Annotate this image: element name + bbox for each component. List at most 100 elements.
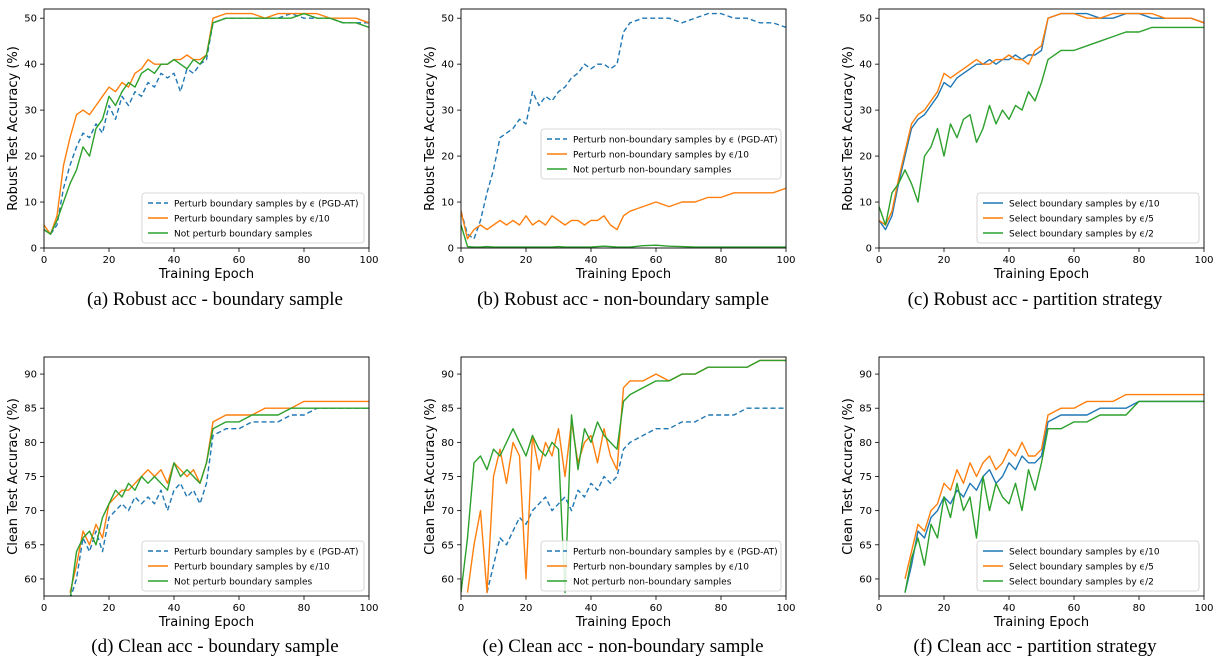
plot-area	[44, 12, 369, 235]
series-line-0	[486, 407, 786, 593]
y-tick-label: 10	[441, 198, 454, 209]
y-tick-label: 85	[441, 404, 454, 415]
series-line-1	[904, 393, 1204, 580]
y-tick-label: 90	[24, 370, 37, 381]
x-tick-label: 20	[520, 255, 533, 266]
series-line-0	[44, 12, 369, 235]
x-axis-label: Training Epoch	[993, 267, 1089, 282]
y-tick-label: 30	[441, 106, 454, 117]
x-tick-label: 0	[876, 603, 882, 614]
x-tick-label: 80	[298, 255, 311, 266]
y-tick-label: 75	[24, 472, 37, 483]
y-tick-label: 50	[441, 14, 454, 25]
y-tick-label: 75	[859, 472, 872, 483]
y-axis-label: Robust Test Accuracy (%)	[841, 46, 856, 211]
chart-2: 0 20 40 60 80 100 0 10 20 30 40 50 Training Epoch Rob…	[841, 8, 1214, 282]
y-tick-label: 40	[859, 60, 872, 71]
y-tick-label: 70	[441, 506, 454, 517]
legend-label: Select boundary samples by ϵ/2	[1009, 578, 1154, 588]
x-axis-label: Training Epoch	[575, 615, 671, 630]
x-tick-label: 100	[1194, 255, 1213, 266]
caption-d: (d) Clean acc - boundary sample	[91, 636, 339, 657]
chart-3: 0 20 40 60 80 100 60 65 70 75 80 85 90 Training Epoch…	[6, 356, 379, 630]
x-tick-label: 80	[715, 255, 728, 266]
plot-area	[69, 400, 369, 596]
legend-label: Select boundary samples by ϵ/5	[1009, 215, 1154, 225]
x-tick-label: 80	[715, 603, 728, 614]
x-tick-label: 60	[233, 255, 246, 266]
x-tick-label: 100	[359, 255, 378, 266]
legend-box	[540, 540, 782, 592]
caption-b: (b) Robust acc - non-boundary sample	[477, 289, 769, 310]
legend-box	[141, 192, 365, 244]
y-tick-label: 80	[859, 438, 872, 449]
caption-e: (e) Clean acc - non-boundary sample	[482, 636, 764, 657]
series-line-2	[904, 400, 1204, 593]
x-tick-label: 40	[168, 603, 181, 614]
series-line-1	[461, 187, 786, 240]
x-tick-label: 0	[876, 255, 882, 266]
series-line-2	[461, 224, 786, 248]
x-tick-label: 80	[298, 603, 311, 614]
x-tick-label: 40	[585, 603, 598, 614]
legend: Perturb non-boundary samples by ϵ (PGD-A…	[540, 128, 782, 180]
y-tick-label: 10	[859, 198, 872, 209]
x-tick-label: 100	[776, 255, 795, 266]
chart-0: 0 20 40 60 80 100 0 10 20 30 40 50 Training Epoch Rob…	[6, 8, 379, 282]
x-tick-label: 100	[776, 603, 795, 614]
legend-label: Select boundary samples by ϵ/10	[1009, 200, 1160, 210]
y-tick-label: 60	[441, 574, 454, 585]
y-tick-label: 10	[24, 198, 37, 209]
y-tick-label: 60	[24, 574, 37, 585]
y-tick-label: 60	[859, 574, 872, 585]
x-tick-label: 40	[1003, 603, 1016, 614]
legend-label: Perturb boundary samples by ϵ (PGD-AT)	[174, 200, 359, 210]
y-axis-label: Clean Test Accuracy (%)	[841, 398, 856, 555]
legend-label: Select boundary samples by ϵ/2	[1009, 230, 1154, 240]
legend: Perturb boundary samples by ϵ (PGD-AT) Pe…	[141, 540, 365, 592]
x-tick-label: 80	[1133, 255, 1146, 266]
y-tick-label: 0	[448, 244, 454, 255]
y-tick-label: 85	[859, 404, 872, 415]
x-tick-label: 60	[650, 603, 663, 614]
series-line-1	[69, 400, 369, 593]
x-tick-label: 20	[520, 603, 533, 614]
y-tick-label: 85	[24, 404, 37, 415]
chart-1: 0 20 40 60 80 100 0 10 20 30 40 50 Training Epoch Rob…	[423, 8, 796, 282]
y-tick-label: 80	[24, 438, 37, 449]
x-axis-label: Training Epoch	[158, 615, 254, 630]
chart-5: 0 20 40 60 80 100 60 65 70 75 80 85 90 Training Epoch…	[841, 356, 1214, 630]
x-tick-label: 60	[1068, 255, 1081, 266]
x-tick-label: 20	[938, 603, 951, 614]
plot-area	[461, 359, 786, 594]
y-tick-label: 65	[24, 540, 37, 551]
legend-box	[976, 192, 1200, 244]
y-tick-label: 65	[859, 540, 872, 551]
x-tick-label: 0	[41, 603, 47, 614]
y-tick-label: 30	[859, 106, 872, 117]
x-axis-label: Training Epoch	[575, 267, 671, 282]
series-line-0	[70, 407, 369, 596]
series-line-2	[44, 12, 369, 235]
y-tick-label: 0	[866, 244, 872, 255]
plot-area	[879, 12, 1204, 231]
x-tick-label: 40	[1003, 255, 1016, 266]
chart-4: 0 20 40 60 80 100 60 65 70 75 80 85 90 Training Epoch…	[423, 356, 796, 630]
legend-box	[540, 128, 782, 180]
y-tick-label: 80	[441, 438, 454, 449]
axes-frame	[460, 8, 787, 249]
legend-label: Select boundary samples by ϵ/5	[1009, 563, 1154, 573]
y-tick-label: 90	[859, 370, 872, 381]
axes-frame	[43, 8, 370, 249]
legend: Select boundary samples by ϵ/10 Select bo…	[976, 540, 1200, 592]
legend-label: Perturb boundary samples by ϵ/10	[174, 563, 330, 573]
y-tick-label: 40	[24, 60, 37, 71]
x-tick-label: 20	[103, 603, 116, 614]
y-tick-label: 20	[859, 152, 872, 163]
plot-area	[461, 12, 786, 248]
x-tick-label: 80	[1133, 603, 1146, 614]
y-axis-label: Clean Test Accuracy (%)	[423, 398, 438, 555]
x-tick-label: 0	[458, 255, 464, 266]
y-tick-label: 20	[441, 152, 454, 163]
